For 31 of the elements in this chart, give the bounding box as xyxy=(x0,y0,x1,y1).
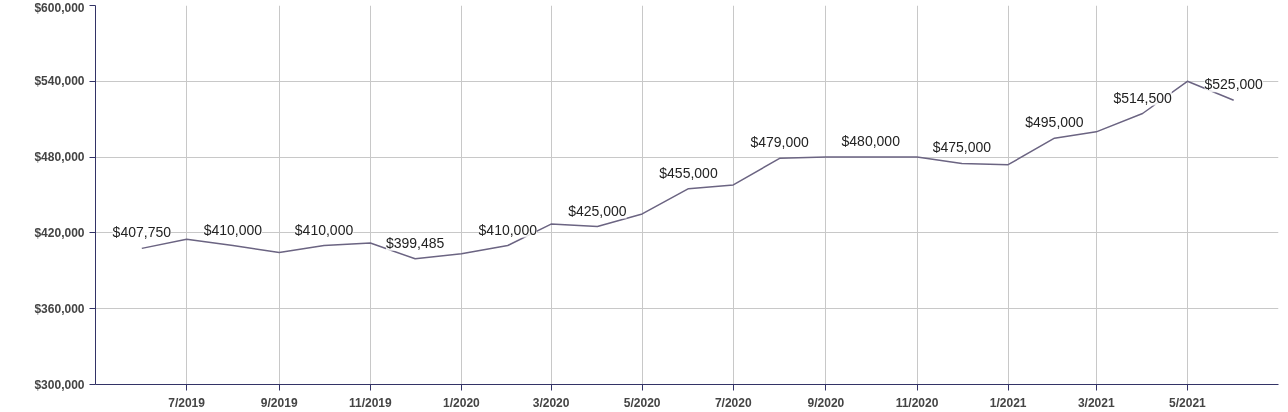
x-tick-label: 7/2020 xyxy=(714,395,752,410)
x-tick-label: 11/2020 xyxy=(895,395,939,410)
x-tick-label: 9/2020 xyxy=(807,395,845,410)
data-label: $455,000 xyxy=(659,164,718,181)
data-label: $525,000 xyxy=(1204,76,1264,93)
data-label: $425,000 xyxy=(568,202,627,219)
data-label: $399,485 xyxy=(385,234,445,251)
data-label: $514,500 xyxy=(1113,89,1172,106)
data-label: $410,000 xyxy=(203,221,263,238)
x-tick-label: 1/2021 xyxy=(989,395,1027,410)
y-tick-label: $360,000 xyxy=(34,301,85,316)
data-label: $410,000 xyxy=(294,221,354,238)
x-tick-label: 1/2020 xyxy=(443,395,481,410)
data-label: $479,000 xyxy=(750,134,810,151)
data-label: $475,000 xyxy=(932,139,992,156)
y-tick-label: $420,000 xyxy=(34,225,85,240)
data-label: $410,000 xyxy=(478,221,538,238)
x-tick-label: 9/2019 xyxy=(260,395,298,410)
y-tick-label: $480,000 xyxy=(34,150,85,165)
data-label: $480,000 xyxy=(841,133,901,150)
data-label: $407,750 xyxy=(112,224,172,241)
data-label: $495,000 xyxy=(1025,114,1084,131)
x-tick-label: 3/2020 xyxy=(532,395,570,410)
y-tick-label: $540,000 xyxy=(34,74,85,89)
y-tick-label: $300,000 xyxy=(34,377,85,392)
x-tick-label: 5/2021 xyxy=(1169,395,1207,410)
x-tick-label: 7/2019 xyxy=(168,395,206,410)
x-tick-label: 3/2021 xyxy=(1077,395,1115,410)
y-tick-label: $600,000 xyxy=(34,0,85,15)
x-tick-label: 11/2019 xyxy=(348,395,393,410)
x-tick-label: 5/2020 xyxy=(623,395,661,410)
